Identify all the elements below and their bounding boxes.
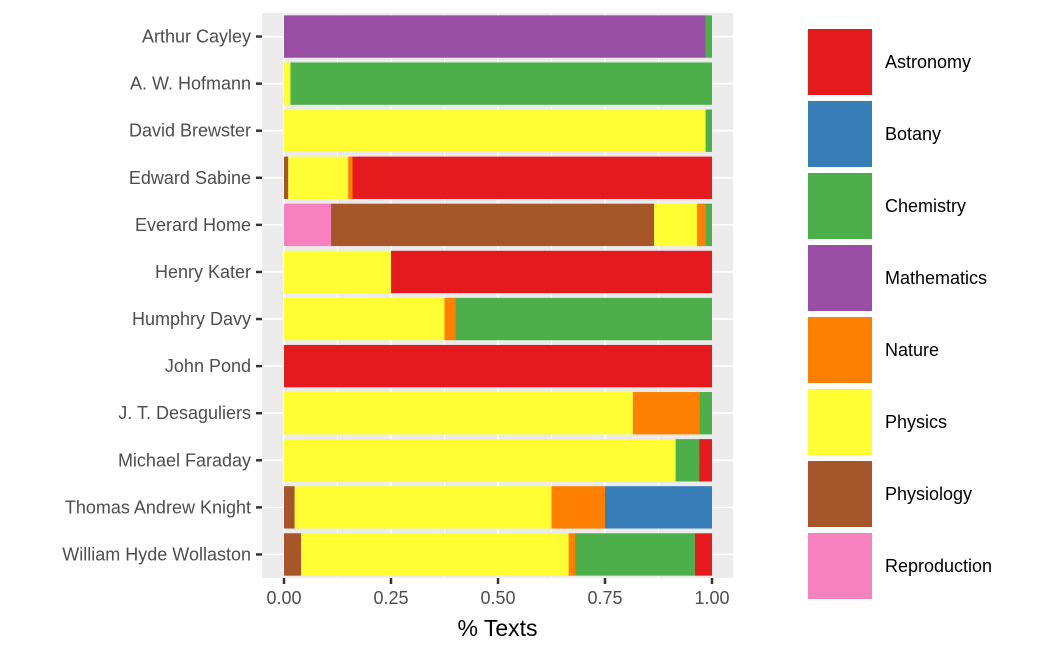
bar-segment xyxy=(551,486,605,529)
bar-segment xyxy=(705,109,712,152)
y-tick-label: Michael Faraday xyxy=(118,450,251,470)
y-tick-label: Everard Home xyxy=(135,215,251,235)
x-tick-label: 0.00 xyxy=(266,588,301,608)
bar-segment xyxy=(675,439,700,482)
bar-segment xyxy=(455,297,712,341)
legend-label: Mathematics xyxy=(885,268,987,288)
bar-segment xyxy=(699,439,712,482)
bar-segment xyxy=(284,62,291,105)
bar-segment xyxy=(654,203,698,247)
bar-segment xyxy=(284,344,712,388)
bar-segment xyxy=(352,156,712,199)
legend-label: Chemistry xyxy=(885,196,966,216)
x-tick-label: 0.25 xyxy=(373,588,408,608)
bar-segment xyxy=(301,533,569,576)
y-tick-label: David Brewster xyxy=(129,121,251,141)
bar-segment xyxy=(697,203,706,247)
legend-label: Nature xyxy=(885,340,939,360)
bar-segment xyxy=(699,392,712,435)
bar-segment xyxy=(284,297,445,341)
bar-segment xyxy=(288,156,349,199)
legend-key xyxy=(808,245,872,311)
legend-key xyxy=(808,173,872,239)
y-tick-label: Humphry Davy xyxy=(132,309,251,329)
x-axis: 0.00 0.25 0.50 0.75 1.00 xyxy=(266,578,730,608)
bar-segment xyxy=(575,533,695,576)
bar-segment xyxy=(705,15,712,58)
y-tick-label: J. T. Desaguliers xyxy=(118,403,251,423)
legend-label: Reproduction xyxy=(885,556,992,576)
bar-segment xyxy=(284,439,676,482)
bar-segment xyxy=(391,250,712,294)
x-tick-label: 1.00 xyxy=(694,588,729,608)
bar-segment xyxy=(705,203,712,247)
bar-segment xyxy=(284,203,332,247)
y-tick-label: A. W. Hofmann xyxy=(130,74,251,94)
legend-key xyxy=(808,461,872,527)
y-tick-label: Edward Sabine xyxy=(129,168,251,188)
legend-label: Botany xyxy=(885,124,941,144)
bars xyxy=(284,15,712,576)
bar-segment xyxy=(284,392,633,435)
legend: Astronomy Botany Chemistry Mathematics Natur… xyxy=(808,29,992,599)
legend-key xyxy=(808,533,872,599)
legend-key xyxy=(808,317,872,383)
x-tick-label: 0.75 xyxy=(587,588,622,608)
bar-segment xyxy=(632,392,700,435)
legend-label: Physics xyxy=(885,412,947,432)
bar-segment xyxy=(284,109,706,152)
y-tick-label: John Pond xyxy=(165,356,251,376)
legend-key xyxy=(808,389,872,455)
bar-segment xyxy=(294,486,552,529)
bar-segment xyxy=(331,203,655,247)
x-tick-label: 0.50 xyxy=(480,588,515,608)
bar-segment xyxy=(444,297,456,341)
x-axis-title: % Texts xyxy=(457,615,537,641)
y-tick-label: William Hyde Wollaston xyxy=(62,544,251,564)
legend-label: Physiology xyxy=(885,484,972,504)
bar-segment xyxy=(284,250,391,294)
bar-segment xyxy=(290,62,712,105)
bar-segment xyxy=(605,486,712,529)
legend-key xyxy=(808,101,872,167)
bar-segment xyxy=(284,533,302,576)
bar-segment xyxy=(348,156,353,199)
y-tick-label: Arthur Cayley xyxy=(142,27,251,47)
y-tick-label: Henry Kater xyxy=(155,262,251,282)
bar-segment xyxy=(568,533,576,576)
legend-label: Astronomy xyxy=(885,52,971,72)
y-tick-label: Thomas Andrew Knight xyxy=(65,497,251,517)
bar-segment xyxy=(284,156,289,199)
bar-segment xyxy=(694,533,712,576)
y-axis: Arthur Cayley A. W. Hofmann David Brewster… xyxy=(62,27,262,564)
bar-segment xyxy=(284,486,295,529)
bar-segment xyxy=(284,15,706,58)
legend-key xyxy=(808,29,872,95)
